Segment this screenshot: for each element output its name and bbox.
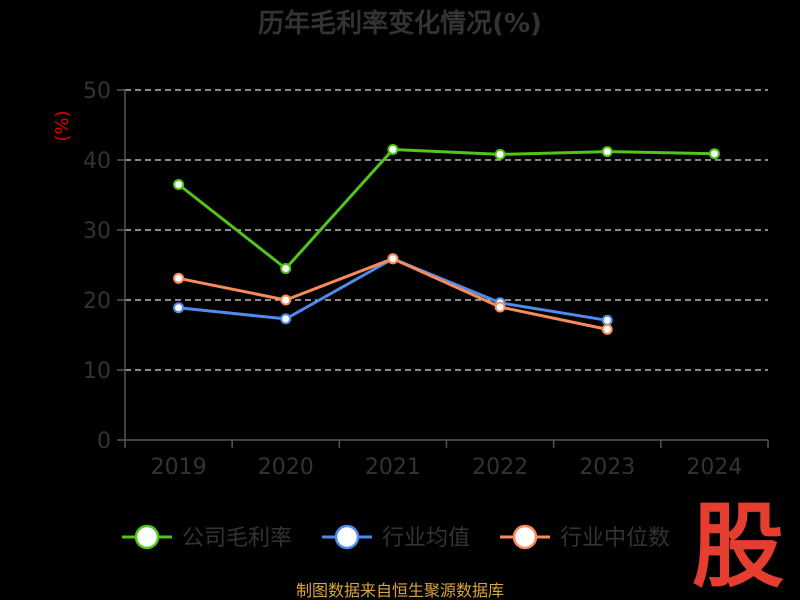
y-tick-label: 0 [97, 429, 111, 454]
data-point [387, 144, 399, 155]
x-tick-labels: 2019 2020 2021 2022 2023 2024 [124, 440, 769, 480]
series-line-2 [178, 257, 608, 322]
series-line-1 [177, 148, 715, 270]
data-point [280, 313, 292, 325]
legend-label-2: 行业均值 [382, 526, 470, 551]
gridlines [117, 89, 768, 441]
y-tick-label: 20 [83, 289, 111, 314]
watermark-logo: 股 [692, 493, 784, 600]
data-point [601, 314, 613, 326]
data-point [708, 148, 720, 160]
data-point [601, 146, 613, 158]
series-line-3 [178, 257, 608, 331]
data-point [173, 179, 185, 190]
y-tick-labels: 0 10 20 30 40 50 [83, 79, 111, 454]
data-point [387, 253, 399, 265]
legend-marker [134, 524, 160, 550]
data-point [601, 323, 613, 335]
legend-marker [512, 524, 538, 550]
series-group [173, 144, 720, 335]
y-tick-label: 40 [83, 149, 111, 174]
x-tick-label: 2023 [579, 455, 635, 480]
data-point [280, 294, 292, 306]
y-axis-label: (%) [52, 110, 73, 141]
axes [124, 90, 768, 441]
data-point [280, 263, 292, 274]
source-note: 制图数据来自恒生聚源数据库 [296, 581, 504, 600]
data-point [173, 302, 185, 314]
legend: 公司毛利率 行业均值 行业中位数 [122, 524, 670, 551]
x-tick-label: 2019 [151, 455, 207, 480]
chart-title: 历年毛利率变化情况(%) [258, 8, 542, 39]
data-point [494, 301, 506, 313]
y-tick-label: 10 [83, 359, 111, 384]
y-tick-label: 30 [83, 219, 111, 244]
x-tick-label: 2024 [686, 455, 742, 480]
legend-marker [334, 524, 360, 550]
x-tick-label: 2021 [365, 455, 421, 480]
y-tick-label: 50 [83, 79, 111, 104]
x-tick-label: 2020 [258, 455, 314, 480]
legend-label-1: 公司毛利率 [182, 526, 292, 551]
data-point [494, 148, 506, 160]
legend-label-3: 行业中位数 [560, 526, 670, 551]
data-point [173, 272, 185, 284]
x-tick-label: 2022 [472, 455, 528, 480]
